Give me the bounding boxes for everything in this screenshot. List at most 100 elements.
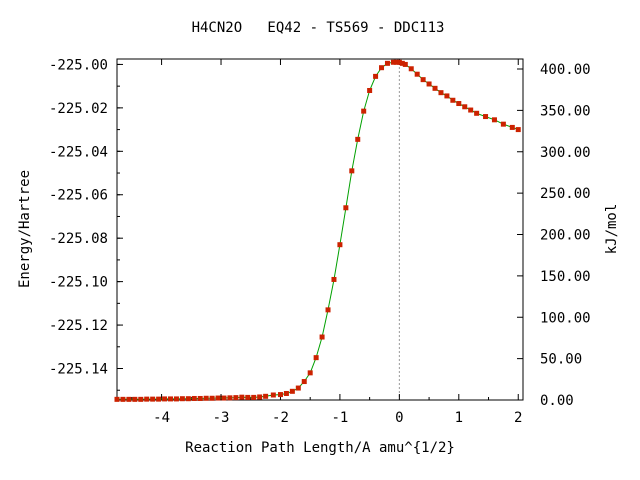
data-point: [197, 395, 203, 401]
data-point: [162, 396, 168, 402]
data-point: [295, 385, 301, 391]
data-point: [373, 73, 379, 79]
data-point: [379, 65, 385, 71]
y2-tick-label: 350.00: [540, 103, 591, 119]
y2-tick-label: 100.00: [540, 310, 591, 326]
data-point: [483, 114, 489, 120]
x-tick-label: 2: [514, 410, 522, 426]
data-point: [263, 393, 269, 399]
data-point: [126, 396, 132, 402]
y-tick-label: -225.12: [49, 318, 108, 334]
data-point: [384, 60, 390, 66]
data-point: [390, 59, 396, 65]
data-point: [355, 136, 361, 142]
data-point: [114, 396, 120, 402]
series-line: [117, 61, 519, 400]
y2-tick-label: 0.00: [540, 393, 574, 409]
data-point: [438, 90, 444, 96]
data-point: [450, 97, 456, 103]
x-tick-label: 1: [455, 410, 463, 426]
y2-tick-label: 150.00: [540, 269, 591, 285]
data-point: [414, 71, 420, 77]
y-tick-label: -225.04: [49, 144, 108, 160]
data-point: [301, 379, 307, 385]
y2-tick-label: 200.00: [540, 228, 591, 244]
data-point: [277, 392, 283, 398]
x-tick-label: -1: [331, 410, 348, 426]
data-point: [432, 85, 438, 91]
y-axis-label: Energy/Hartree: [17, 170, 33, 288]
data-point: [215, 395, 221, 401]
data-point: [203, 395, 209, 401]
data-point: [289, 388, 295, 394]
data-point: [167, 396, 173, 402]
y-tick-label: -225.06: [49, 188, 108, 204]
data-point: [185, 396, 191, 402]
y-tick-label: -225.02: [49, 101, 108, 117]
data-point: [132, 396, 138, 402]
data-point: [349, 168, 355, 174]
y2-axis-ticks: 0.00 50.00 100.00 150.00 200.00 250.00 300.00 3…: [517, 62, 591, 409]
data-point: [399, 60, 405, 66]
y2-axis-label: kJ/mol: [604, 204, 620, 255]
data-point: [144, 396, 150, 402]
data-point: [474, 110, 480, 116]
series-markers: [114, 59, 521, 402]
y-tick-label: -225.08: [49, 231, 108, 247]
y2-tick-label: 300.00: [540, 145, 591, 161]
x-axis-label: Reaction Path Length/A amu^{1/2}: [185, 440, 455, 456]
data-point: [420, 77, 426, 83]
y2-tick-label: 50.00: [540, 352, 582, 368]
data-point: [367, 87, 373, 93]
data-point: [509, 124, 515, 130]
data-point: [393, 59, 399, 65]
data-point: [402, 61, 408, 67]
data-point: [245, 394, 251, 400]
data-point: [343, 205, 349, 211]
data-point: [150, 396, 156, 402]
data-point: [319, 334, 325, 340]
data-point: [396, 59, 402, 65]
data-point: [191, 395, 197, 401]
data-point: [456, 101, 462, 107]
chart-title: H4CN2O EQ42 - TS569 - DDC113: [192, 20, 445, 36]
x-tick-label: -3: [213, 410, 230, 426]
data-point: [325, 307, 331, 313]
data-point: [468, 107, 474, 113]
data-point: [251, 394, 257, 400]
data-point: [337, 242, 343, 248]
data-point: [239, 394, 245, 400]
data-point: [515, 127, 521, 133]
plot-frame: [116, 58, 524, 401]
y-axis-ticks: -225.00 -225.02 -225.04 -225.06 -225.08 -225.…: [49, 57, 123, 391]
data-point: [156, 396, 162, 402]
y-tick-label: -225.14: [49, 362, 108, 378]
data-point: [270, 392, 276, 398]
data-point: [313, 355, 319, 361]
data-point: [444, 93, 450, 99]
data-point: [307, 370, 313, 376]
data-point: [120, 396, 126, 402]
x-tick-label: -4: [153, 410, 170, 426]
data-point: [361, 108, 367, 114]
data-point: [491, 117, 497, 123]
data-point: [283, 390, 289, 396]
y-tick-label: -225.00: [49, 57, 108, 73]
data-point: [209, 395, 215, 401]
data-point: [233, 395, 239, 401]
x-tick-label: 0: [395, 410, 403, 426]
data-point: [426, 81, 432, 87]
data-point: [257, 394, 263, 400]
y2-tick-label: 250.00: [540, 186, 591, 202]
data-point: [500, 121, 506, 127]
data-point: [227, 395, 233, 401]
data-point: [138, 396, 144, 402]
data-point: [179, 396, 185, 402]
data-point: [408, 66, 414, 72]
data-point: [173, 396, 179, 402]
data-point: [462, 104, 468, 110]
data-point: [221, 395, 227, 401]
y-tick-label: -225.10: [49, 275, 108, 291]
x-axis-ticks: -4 -3 -2 -1 0 1 2: [131, 59, 522, 426]
